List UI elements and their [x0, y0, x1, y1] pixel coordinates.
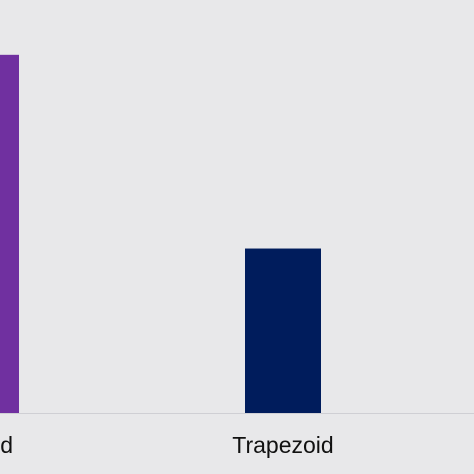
- bars-group: [0, 54, 321, 414]
- x-tick-label: d: [0, 432, 13, 458]
- x-tick-label: Trapezoid: [232, 432, 333, 458]
- bar-d: [0, 54, 19, 414]
- bar-trapezoid: [245, 248, 321, 413]
- x-tick-labels: d Trapezoid: [0, 432, 334, 458]
